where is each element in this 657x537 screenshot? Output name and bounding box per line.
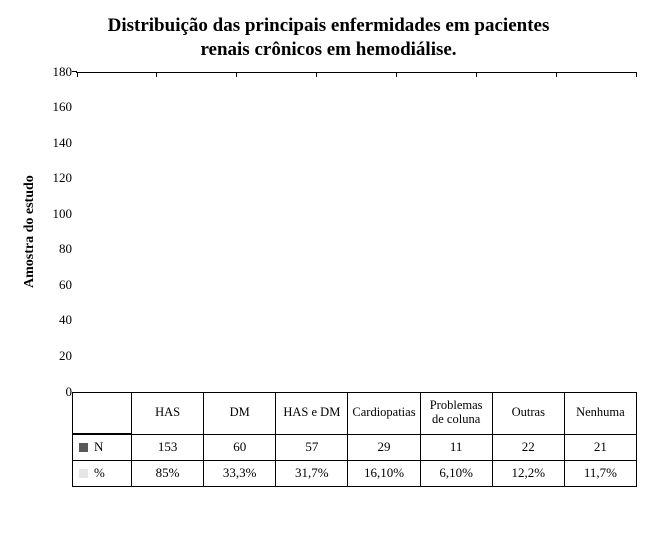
category-label: Cardiopatias: [348, 392, 420, 434]
data-row-n: N 153605729112221: [72, 435, 637, 461]
data-cell: 153: [132, 435, 204, 461]
category-label: DM: [204, 392, 276, 434]
x-tick-mark: [396, 72, 397, 77]
data-cell: 12,2%: [493, 461, 565, 487]
category-label: HAS e DM: [276, 392, 348, 434]
chart-title-line2: renais crônicos em hemodiálise.: [200, 39, 456, 60]
data-cell: 57: [276, 435, 348, 461]
legend-label: N: [94, 439, 103, 455]
y-tick-label: 120: [53, 170, 73, 186]
legend-n: N: [72, 435, 132, 461]
y-tick-label: 60: [59, 277, 72, 293]
legend-swatch: [79, 443, 88, 452]
data-cell: 16,10%: [348, 461, 420, 487]
chart-container: Distribuição das principais enfermidades…: [0, 0, 657, 537]
x-tick-mark: [236, 72, 237, 77]
y-tick-label: 20: [59, 348, 72, 364]
data-cell: 29: [348, 435, 420, 461]
data-cell: 21: [565, 435, 637, 461]
y-tick-label: 80: [59, 241, 72, 257]
legend-lead-empty: [72, 392, 132, 434]
y-axis-ticks: 020406080100120140160180: [42, 72, 76, 392]
y-tick-label: 180: [53, 64, 73, 80]
category-label: HAS: [132, 392, 204, 434]
x-tick-mark: [77, 72, 78, 77]
data-cell: 85%: [132, 461, 204, 487]
y-tick-label: 160: [53, 99, 73, 115]
data-cell: 11: [421, 435, 493, 461]
legend-swatch: [79, 469, 88, 478]
legend-pct: %: [72, 461, 132, 487]
y-tick-label: 140: [53, 135, 73, 151]
plot-area: [76, 72, 637, 73]
y-tick-label: 0: [66, 384, 73, 400]
data-cell: 31,7%: [276, 461, 348, 487]
category-label: Problemas de coluna: [421, 392, 493, 434]
data-row-pct: % 85%33,3%31,7%16,10%6,10%12,2%11,7%: [72, 461, 637, 487]
x-tick-mark: [476, 72, 477, 77]
category-label: Nenhuma: [565, 392, 637, 434]
category-labels-row: HASDMHAS e DMCardiopatiasProblemas de co…: [72, 392, 637, 435]
x-tick-mark: [316, 72, 317, 77]
legend-label: %: [94, 465, 105, 481]
chart-title-line1: Distribuição das principais enfermidades…: [108, 15, 550, 36]
x-tick-mark: [556, 72, 557, 77]
data-cell: 11,7%: [565, 461, 637, 487]
x-tick-mark: [636, 72, 637, 77]
plot-row: Amostra do estudo 0204060801001201401601…: [20, 72, 637, 392]
y-axis-label: Amostra do estudo: [20, 72, 42, 392]
data-cell: 60: [204, 435, 276, 461]
x-tick-mark: [156, 72, 157, 77]
data-cell: 22: [493, 435, 565, 461]
y-tick-label: 100: [53, 206, 73, 222]
y-tick-label: 40: [59, 312, 72, 328]
category-label: Outras: [493, 392, 565, 434]
data-cell: 33,3%: [204, 461, 276, 487]
chart-title: Distribuição das principais enfermidades…: [30, 14, 627, 62]
data-cell: 6,10%: [421, 461, 493, 487]
